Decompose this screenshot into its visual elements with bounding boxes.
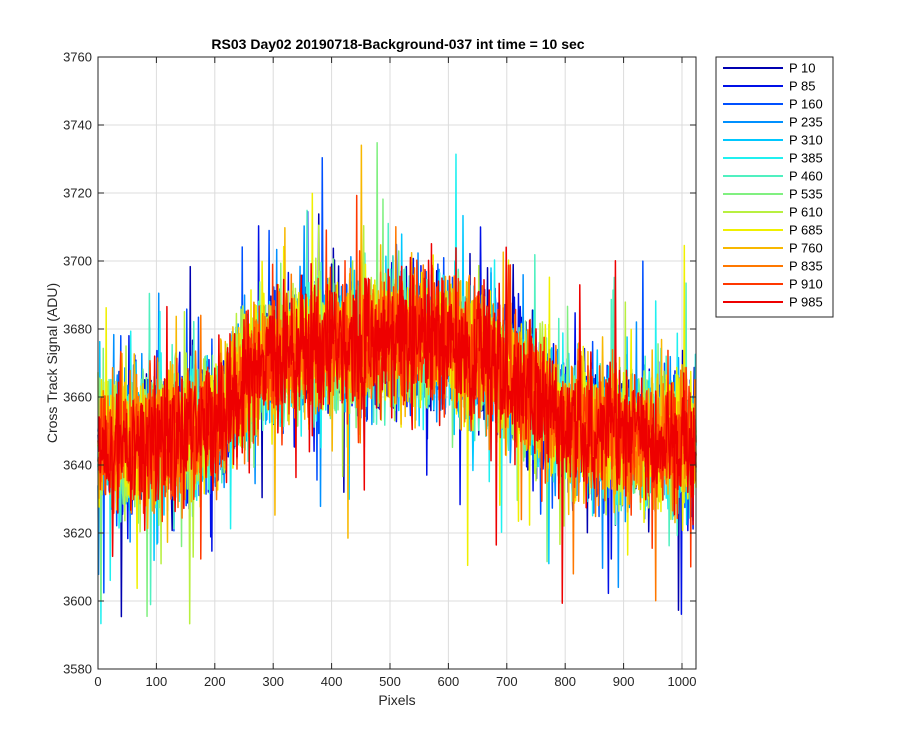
x-tick-label: 0 xyxy=(94,674,101,689)
legend-label: P 760 xyxy=(789,241,823,256)
legend-label: P 985 xyxy=(789,295,823,310)
y-tick-label: 3620 xyxy=(63,526,92,541)
x-tick-label: 800 xyxy=(554,674,576,689)
legend-label: P 835 xyxy=(789,259,823,274)
legend-label: P 310 xyxy=(789,133,823,148)
series-line xyxy=(97,243,697,604)
y-tick-label: 3680 xyxy=(63,322,92,337)
legend-label: P 85 xyxy=(789,79,816,94)
axes-box xyxy=(97,56,697,670)
x-tick-label: 500 xyxy=(379,674,401,689)
series-lines xyxy=(97,141,697,625)
x-tick-label: 700 xyxy=(496,674,518,689)
x-tick-label: 600 xyxy=(438,674,460,689)
x-tick-label: 300 xyxy=(262,674,284,689)
y-tick-label: 3700 xyxy=(63,254,92,269)
legend-label: P 10 xyxy=(789,61,816,76)
x-tick-label: 400 xyxy=(321,674,343,689)
axis-ticks: 0 100 200 300 400 500 600 700 800 900 1000 3580 3600… xyxy=(63,50,696,690)
y-tick-label: 3760 xyxy=(63,50,92,65)
y-tick-label: 3720 xyxy=(63,186,92,201)
y-tick-label: 3600 xyxy=(63,594,92,609)
y-tick-label: 3640 xyxy=(63,458,92,473)
legend-label: P 535 xyxy=(789,187,823,202)
legend-label: P 685 xyxy=(789,223,823,238)
x-tick-label: 200 xyxy=(204,674,226,689)
y-tick-label: 3660 xyxy=(63,390,92,405)
legend-label: P 610 xyxy=(789,205,823,220)
legend-label: P 235 xyxy=(789,115,823,130)
chart-title: RS03 Day02 20190718-Background-037 int t… xyxy=(211,36,584,52)
y-tick-label: 3740 xyxy=(63,118,92,133)
legend-box xyxy=(715,56,834,318)
legend-label: P 460 xyxy=(789,169,823,184)
legend-label: P 160 xyxy=(789,97,823,112)
x-tick-label: 100 xyxy=(146,674,168,689)
y-tick-label: 3580 xyxy=(63,662,92,677)
x-axis-label: Pixels xyxy=(378,692,415,708)
x-tick-label: 900 xyxy=(613,674,635,689)
legend-label: P 385 xyxy=(789,151,823,166)
x-tick-label: 1000 xyxy=(668,674,697,689)
legend: P 10 P 85 P 160 P 235 P 310 P 385 P 460 P 535 P … xyxy=(715,56,834,318)
y-axis-label: Cross Track Signal (ADU) xyxy=(44,283,60,443)
legend-label: P 910 xyxy=(789,277,823,292)
